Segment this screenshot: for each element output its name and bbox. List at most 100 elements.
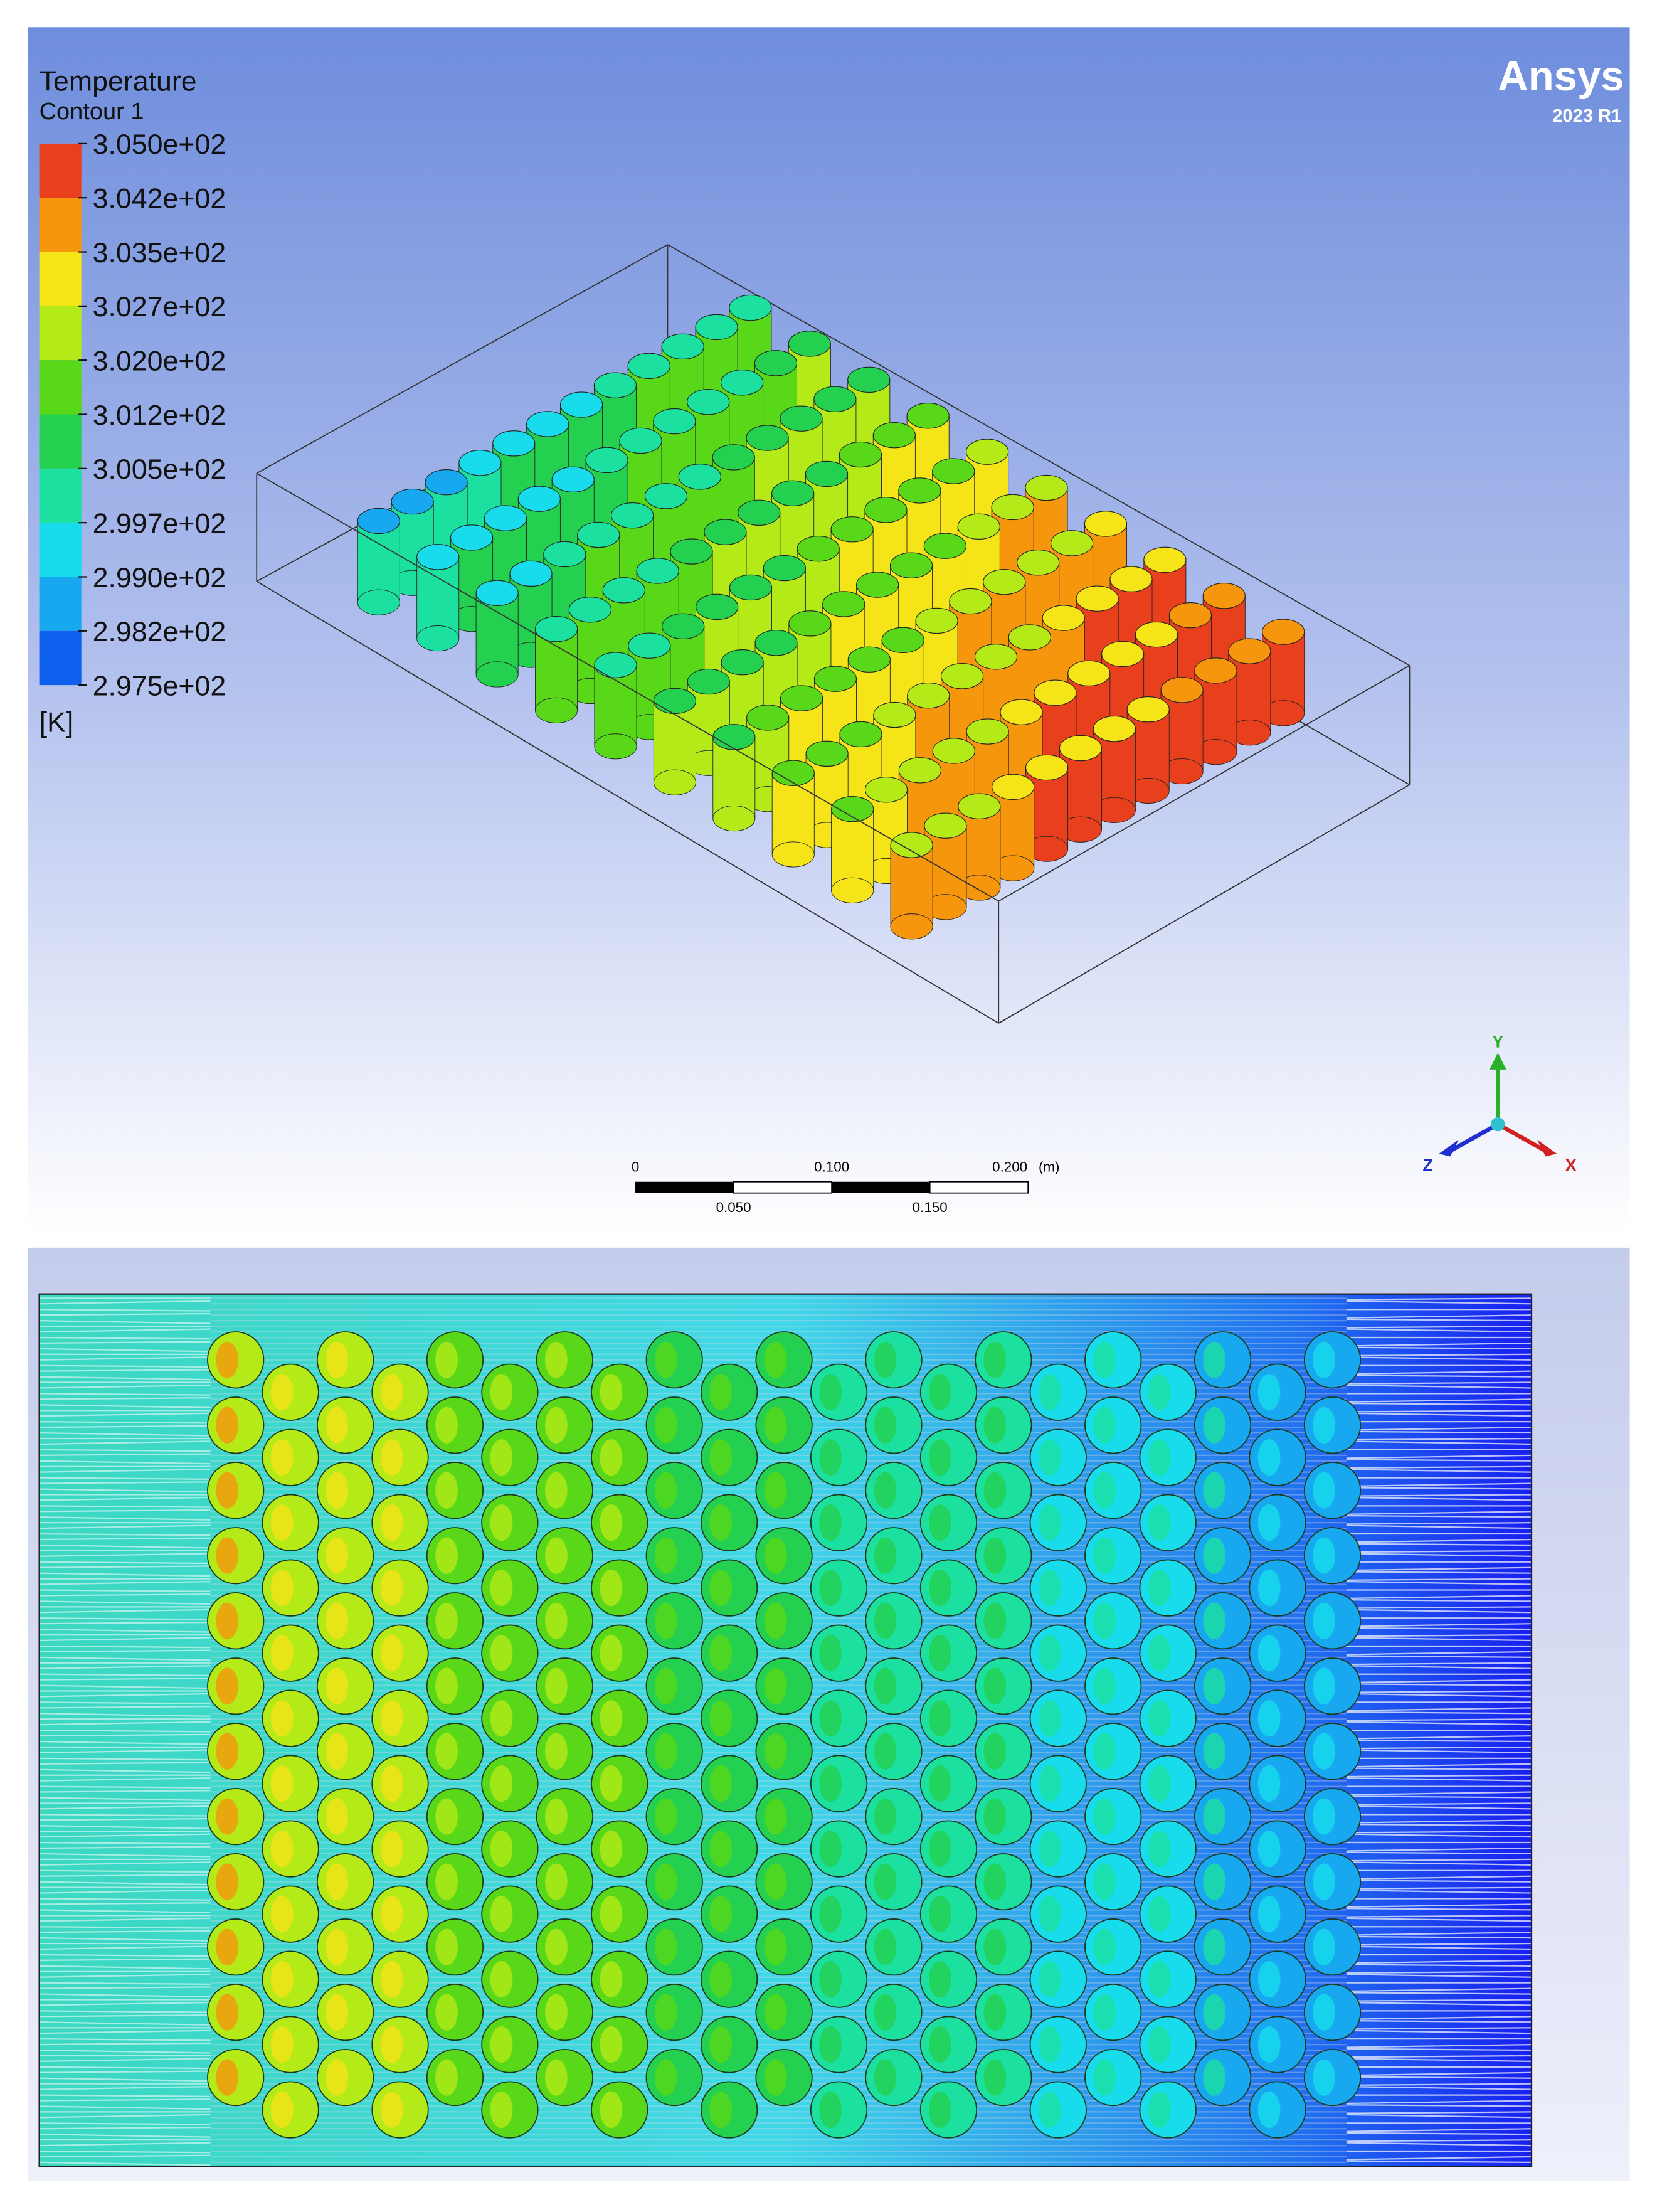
- hot-spot: [600, 1961, 623, 1998]
- cell-top: [704, 519, 747, 545]
- axis-label: X: [1565, 1156, 1577, 1174]
- streamline: [1346, 1346, 1532, 1349]
- streamline: [1346, 1426, 1532, 1431]
- streamline: [39, 1917, 211, 1922]
- hot-spot: [929, 1765, 951, 1802]
- hot-spot: [1093, 1863, 1116, 1900]
- hot-spot: [490, 1961, 513, 1998]
- streamline: [39, 1432, 211, 1437]
- hot-spot: [983, 1667, 1007, 1704]
- hot-spot: [216, 1472, 239, 1509]
- hot-spot: [1093, 1928, 1116, 1965]
- streamline: [1346, 1297, 1532, 1300]
- cell-top: [577, 521, 620, 548]
- scale-unit: (m): [1039, 1159, 1060, 1174]
- hot-spot: [1257, 1635, 1281, 1672]
- cell-top: [517, 486, 561, 512]
- streamline: [1346, 2114, 1532, 2119]
- hot-spot: [545, 1667, 568, 1704]
- streamline: [39, 1537, 211, 1541]
- hot-spot: [600, 1896, 623, 1933]
- domain-box-front: [256, 472, 1411, 1024]
- cell-top: [534, 615, 578, 642]
- cell-top: [526, 411, 569, 437]
- color-label: 2.997e+02: [93, 508, 226, 539]
- cell-top: [872, 422, 916, 449]
- cell-top: [839, 721, 882, 748]
- hot-spot: [1257, 1504, 1281, 1541]
- hot-spot: [435, 1537, 458, 1574]
- cell-top: [763, 555, 806, 582]
- hot-spot: [1203, 1733, 1226, 1770]
- streamline: [39, 1421, 211, 1424]
- hot-spot: [709, 1700, 733, 1737]
- streamline: [1346, 1763, 1532, 1768]
- hot-spot: [764, 1798, 787, 1835]
- hot-spot: [1257, 1896, 1281, 1933]
- cell-top: [611, 502, 654, 529]
- axis-label: Y: [1492, 1032, 1503, 1051]
- streamline: [39, 2122, 211, 2125]
- cell-top: [746, 705, 790, 731]
- hot-spot: [929, 1635, 951, 1672]
- cell-top: [1109, 566, 1153, 592]
- hot-spot: [819, 1374, 842, 1411]
- streamline: [39, 1965, 211, 1970]
- hot-spot: [1038, 1961, 1061, 1998]
- color-band: [39, 630, 82, 686]
- cell-top: [805, 460, 849, 487]
- hot-spot: [1203, 1472, 1226, 1509]
- hot-spot: [1093, 1667, 1116, 1704]
- hot-spot: [380, 1635, 403, 1672]
- hot-spot: [983, 1863, 1007, 1900]
- streamline: [1346, 1683, 1532, 1686]
- streamline: [1346, 1662, 1532, 1666]
- streamline: [1346, 1693, 1532, 1698]
- hot-spot: [545, 1733, 568, 1770]
- streamline: [39, 2142, 211, 2147]
- streamline: [39, 1449, 211, 1452]
- hot-spot: [654, 1798, 677, 1835]
- cell-top: [712, 444, 755, 471]
- streamline: [1346, 1550, 1532, 1553]
- streamline: [39, 1825, 211, 1829]
- hot-spot: [380, 2026, 403, 2063]
- hot-spot: [1148, 1570, 1171, 1607]
- hot-spot: [326, 1733, 349, 1770]
- streamline: [39, 2058, 211, 2063]
- hot-spot: [380, 1504, 403, 1541]
- cell-top: [670, 538, 713, 565]
- cell-top: [1076, 585, 1119, 612]
- cell-top: [712, 724, 756, 750]
- hot-spot: [326, 2059, 349, 2096]
- hot-spot: [490, 1439, 513, 1476]
- hot-spot: [1313, 1733, 1335, 1770]
- hot-spot: [764, 1863, 787, 1900]
- cell-top: [813, 666, 857, 692]
- hot-spot: [490, 2026, 513, 2063]
- hot-spot: [983, 1472, 1007, 1509]
- hot-spot: [709, 2026, 733, 2063]
- cell-top: [1042, 605, 1085, 631]
- cell-top: [1202, 583, 1246, 609]
- streamline: [39, 1817, 211, 1821]
- streamline: [1346, 1437, 1532, 1441]
- streamline: [39, 1649, 211, 1653]
- hot-spot: [929, 1374, 951, 1411]
- cell-bottom: [653, 769, 696, 795]
- streamline: [39, 1937, 211, 1942]
- hot-spot: [1093, 1537, 1116, 1574]
- hot-spot: [326, 1341, 349, 1378]
- cell-body: [357, 521, 400, 603]
- streamline: [39, 1833, 211, 1838]
- hot-spot: [435, 1341, 458, 1378]
- hot-spot: [270, 1896, 294, 1933]
- cell-top: [543, 541, 586, 568]
- cell-top: [559, 391, 603, 418]
- hot-spot: [216, 1928, 239, 1965]
- streamline: [39, 1945, 211, 1950]
- streamline: [1346, 1384, 1532, 1389]
- x-axis-arrow: [1496, 1122, 1547, 1153]
- hot-spot: [819, 2026, 842, 2063]
